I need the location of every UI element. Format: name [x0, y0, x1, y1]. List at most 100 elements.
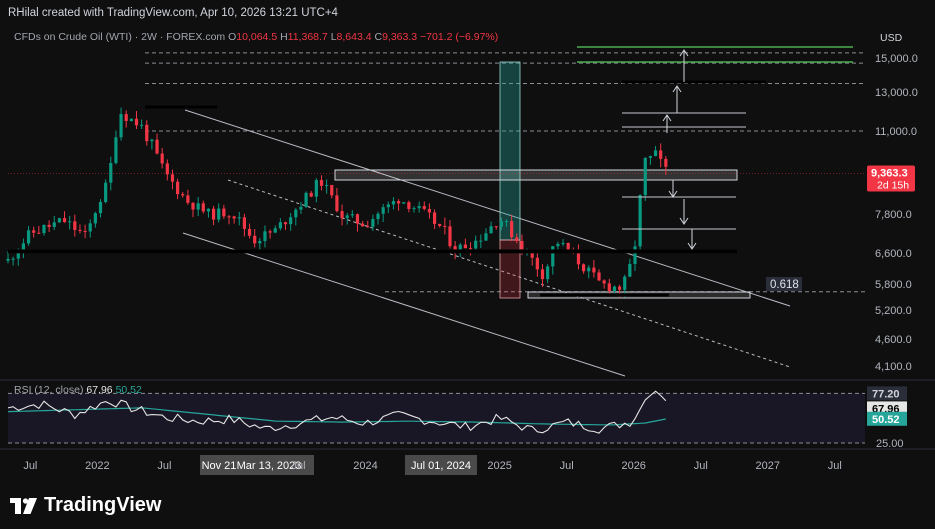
- candle-body: [659, 150, 663, 159]
- arrow-down-3-head: [687, 242, 697, 250]
- y-axis-tick-label: 7,800.0: [875, 209, 912, 221]
- candle-body: [155, 139, 159, 154]
- created-by-text: RHilal created with TradingView.com, Apr…: [8, 7, 338, 19]
- candle-body: [88, 223, 92, 232]
- candle-body: [520, 241, 524, 251]
- price-badge: [867, 165, 915, 192]
- candle-body: [628, 263, 632, 277]
- candle-body: [150, 139, 154, 142]
- x-axis-tick-label: 2025: [487, 460, 511, 472]
- candle-body: [361, 223, 365, 227]
- rsi-legend-value: 67.96: [86, 384, 115, 396]
- candle-body: [314, 180, 318, 197]
- rsi-ma-badge: 50.52: [872, 414, 900, 426]
- x-axis-tick-label: 2026: [621, 460, 645, 472]
- resistance-zone-box: [334, 169, 738, 181]
- candle-body: [463, 244, 467, 249]
- candle-body: [546, 266, 550, 280]
- legend-close-value: 9,363.3: [382, 31, 420, 43]
- rsi-legend-ma-value: 50.52: [116, 384, 142, 396]
- candle-body: [597, 272, 601, 281]
- candle-body: [381, 207, 385, 214]
- legend-open-value: 10,064.5: [236, 31, 280, 43]
- candle-body: [556, 243, 560, 247]
- candle-body: [438, 223, 442, 226]
- candle-body: [617, 286, 622, 290]
- x-axis-tick-label: Jul: [694, 460, 708, 472]
- candle-body: [330, 185, 334, 196]
- legend-change: −701.2 (−6.97%): [420, 31, 498, 43]
- candle-body: [592, 267, 596, 273]
- candle-body: [47, 224, 51, 227]
- candle-body: [422, 206, 426, 209]
- candle-body: [170, 174, 175, 182]
- x-axis-tick-label: Jul: [23, 460, 37, 472]
- candle-body: [623, 276, 627, 290]
- candle-body: [319, 180, 324, 186]
- candle-body: [78, 229, 82, 231]
- candle-body: [407, 202, 411, 209]
- tradingview-logo-icon: [10, 497, 37, 514]
- candle-body: [289, 217, 293, 225]
- price-badge-value: 9,363.3: [871, 167, 908, 179]
- y-axis-tick-label: 13,000.0: [875, 87, 918, 99]
- candle-body: [561, 242, 565, 244]
- candle-body: [576, 251, 581, 265]
- arrow-down-1-head: [668, 190, 678, 198]
- y-axis-tick-label: 4,600.0: [875, 334, 912, 346]
- candle-body: [474, 240, 478, 249]
- candle-body: [165, 163, 169, 175]
- x-axis-tick-label: Nov 21: [202, 460, 237, 472]
- rsi-level-25-label: 25.00: [876, 438, 904, 450]
- candle-body: [98, 202, 103, 214]
- candle-body: [340, 211, 344, 219]
- y-axis-tick-label: 11,000.0: [875, 126, 917, 138]
- y-axis-tick-label: 4,100.0: [875, 361, 912, 373]
- candle-body: [211, 208, 216, 220]
- candle-body: [304, 192, 308, 207]
- candle-body: [412, 208, 416, 210]
- candle-body: [114, 137, 118, 164]
- candle-body: [432, 212, 437, 224]
- rsi-legend: RSI (12, close) 67.96 50.52: [14, 384, 142, 396]
- candle-body: [160, 153, 164, 164]
- candle-body: [638, 195, 642, 247]
- candle-body: [294, 209, 298, 218]
- x-axis-tick-label: Jul: [291, 460, 305, 472]
- x-axis-tick-label: 2022: [85, 460, 109, 472]
- candle-body: [145, 124, 149, 142]
- candle-body: [391, 201, 396, 205]
- time-point-highlight: [405, 455, 477, 475]
- currency-label: USD: [880, 32, 903, 44]
- candle-body: [335, 195, 339, 212]
- candle-body: [345, 215, 349, 219]
- candle-body: [355, 214, 360, 224]
- candle-body: [237, 217, 241, 219]
- candle-body: [386, 204, 390, 208]
- legend-high-label: H: [280, 31, 288, 43]
- candle-body: [52, 222, 56, 227]
- candle-body: [6, 258, 10, 261]
- legend-close-label: C: [374, 31, 382, 43]
- candle-body: [607, 283, 611, 292]
- legend-high-value: 11,368.7: [288, 31, 331, 43]
- candle-body: [602, 280, 606, 284]
- y-axis-tick-label: 6,600.0: [875, 248, 912, 260]
- arrow-up-target-head: [679, 49, 689, 57]
- candle-body: [268, 231, 272, 233]
- tradingview-logo[interactable]: TradingView: [10, 494, 161, 517]
- candle-body: [26, 230, 31, 244]
- legend-low-label: L: [331, 31, 337, 43]
- candle-body: [232, 216, 236, 219]
- candle-body: [648, 156, 653, 158]
- candle-body: [479, 240, 483, 242]
- legend-low-value: 8,643.4: [337, 31, 375, 43]
- rsi-background-band: [8, 393, 865, 443]
- candle-body: [217, 208, 221, 220]
- candle-body: [42, 224, 46, 234]
- candle-body: [32, 230, 36, 233]
- candle-body: [376, 213, 380, 220]
- rsi-line: [7, 390, 667, 434]
- candle-body: [448, 226, 452, 247]
